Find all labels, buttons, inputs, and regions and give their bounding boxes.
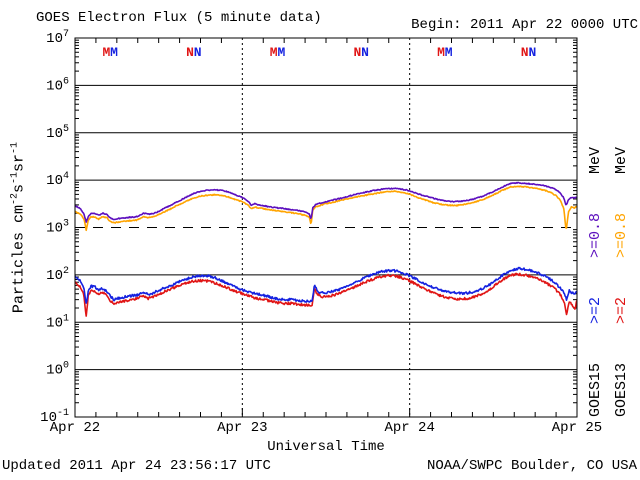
noon-midnight-marker: N	[361, 45, 369, 60]
noon-midnight-marker: N	[528, 45, 536, 60]
x-tick-label: Apr 24	[384, 420, 434, 436]
legend-goes15-ge08: >=0.8	[587, 213, 604, 259]
noon-midnight-marker: N	[521, 45, 529, 60]
noon-midnight-marker: M	[437, 45, 445, 60]
y-tick-label: 105	[46, 124, 69, 142]
y-tick-label: 104	[46, 171, 69, 189]
noon-midnight-marker: N	[194, 45, 202, 60]
legend-goes15: GOES15 >=2 >=0.8 MeV	[587, 147, 604, 417]
noon-midnight-marker: M	[102, 45, 110, 60]
legend-goes13-ge08: >=0.8	[613, 213, 630, 259]
legend-goes13-ge2: >=2	[613, 297, 630, 325]
legend-goes15-satellite: GOES15	[587, 362, 604, 417]
noon-midnight-marker: N	[353, 45, 361, 60]
flux-series-goes15-2-mev	[75, 266, 577, 304]
y-tick-label: 107	[46, 29, 69, 47]
x-tick-label: Apr 23	[217, 420, 267, 436]
y-tick-label: 10-1	[40, 408, 69, 426]
y-tick-label: 102	[46, 266, 69, 284]
legend-goes15-ge2: >=2	[587, 297, 604, 325]
flux-series-goes13-2-mev	[75, 272, 577, 317]
legend-goes13-mev: MeV	[613, 147, 630, 175]
legend-goes13: GOES13 >=2 >=0.8 MeV	[613, 147, 630, 417]
noon-midnight-marker: M	[277, 45, 285, 60]
flux-series-goes13-0-8-mev	[75, 185, 577, 232]
y-tick-label: 103	[46, 219, 69, 237]
noon-midnight-marker: M	[270, 45, 278, 60]
updated-timestamp: Updated 2011 Apr 24 23:56:17 UTC	[2, 458, 271, 474]
legend-goes15-mev: MeV	[587, 147, 604, 175]
x-tick-label: Apr 25	[552, 420, 602, 436]
noon-midnight-marker: M	[445, 45, 453, 60]
credit-text: NOAA/SWPC Boulder, CO USA	[426, 458, 637, 474]
plot-border	[74, 37, 578, 418]
page-title: GOES Electron Flux (5 minute data)	[36, 10, 322, 26]
y-tick-label: 100	[46, 361, 69, 379]
y-tick-label: 101	[46, 313, 69, 331]
flux-series-goes15-0-8-mev	[75, 181, 577, 223]
x-tick-label: Apr 22	[50, 420, 100, 436]
begin-timestamp: Begin: 2011 Apr 22 0000 UTC	[411, 17, 638, 33]
x-axis-title: Universal Time	[267, 439, 385, 455]
noon-midnight-marker: M	[110, 45, 118, 60]
legend-goes13-satellite: GOES13	[613, 362, 630, 417]
noon-midnight-marker: N	[186, 45, 194, 60]
y-tick-label: 106	[46, 76, 69, 94]
